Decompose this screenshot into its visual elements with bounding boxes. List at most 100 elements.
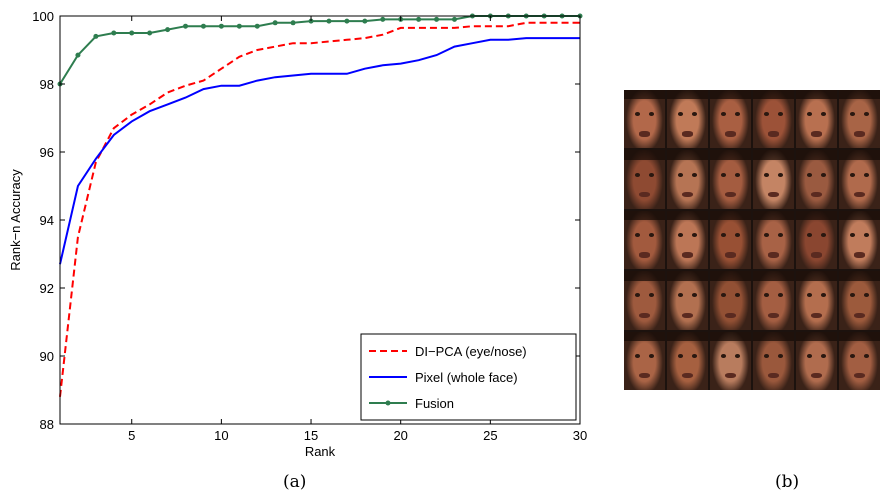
face-eye xyxy=(849,353,856,358)
face-hair xyxy=(710,331,751,341)
face-hair xyxy=(710,90,751,100)
series-point-2 xyxy=(380,16,386,22)
face-eye xyxy=(863,293,870,298)
face-thumbnail xyxy=(710,150,751,209)
series-point-2 xyxy=(111,30,117,36)
face-thumbnail xyxy=(839,331,880,390)
face-thumbnail xyxy=(624,90,665,149)
face-eye xyxy=(648,353,655,358)
face-thumbnail xyxy=(839,210,880,270)
face-eye xyxy=(677,353,684,358)
face-eye xyxy=(763,353,770,358)
face-mouth xyxy=(681,191,694,198)
legend-label-1: Pixel (whole face) xyxy=(415,370,518,385)
caption-a: (a) xyxy=(283,472,307,492)
face-eye xyxy=(691,353,698,358)
face-thumbnail xyxy=(839,90,880,149)
series-point-2 xyxy=(344,18,350,24)
face-thumbnail xyxy=(839,150,880,209)
face-eye xyxy=(849,232,856,238)
face-eye xyxy=(849,293,856,298)
face-eye xyxy=(691,232,698,238)
series-point-2 xyxy=(183,23,189,29)
face-hair xyxy=(839,331,880,341)
series-line-1 xyxy=(59,37,580,265)
face-eye xyxy=(720,112,727,117)
face-hair xyxy=(667,150,708,160)
face-eye xyxy=(634,293,641,298)
face-eye xyxy=(777,232,784,238)
x-tick-label: 25 xyxy=(483,428,497,443)
face-mouth xyxy=(810,191,823,198)
face-thumbnail xyxy=(753,90,794,149)
face-eye xyxy=(720,172,727,177)
face-hair xyxy=(753,90,794,100)
y-tick-label: 92 xyxy=(40,281,54,296)
face-eye xyxy=(720,353,727,358)
series-point-2 xyxy=(451,16,457,22)
face-thumbnail xyxy=(710,90,751,149)
face-eye xyxy=(691,112,698,117)
series-point-2 xyxy=(416,16,422,22)
face-eye xyxy=(820,232,827,238)
x-tick-label: 30 xyxy=(573,428,587,443)
face-mouth xyxy=(638,373,651,379)
face-eye xyxy=(648,172,655,177)
face-thumbnail xyxy=(624,271,665,330)
series-point-2 xyxy=(147,30,153,36)
face-thumbnail xyxy=(796,210,837,270)
face-mouth xyxy=(767,191,780,198)
face-eye xyxy=(777,112,784,117)
series-point-2 xyxy=(272,20,278,26)
series-point-2 xyxy=(75,52,81,58)
face-eye xyxy=(677,112,684,117)
series-point-2 xyxy=(218,23,224,29)
face-thumbnail xyxy=(753,271,794,330)
face-mouth xyxy=(810,131,823,137)
face-thumbnail xyxy=(710,210,751,270)
legend-label-0: DI−PCA (eye/nose) xyxy=(415,344,527,359)
rank-accuracy-chart: 5 10 15 20 25 30 88 90 92 94 96 98 100 Rank Rank−n A… xyxy=(8,9,587,459)
face-mouth xyxy=(810,373,823,379)
face-eye xyxy=(648,293,655,298)
face-hair xyxy=(753,331,794,341)
face-eye xyxy=(763,112,770,117)
face-hair xyxy=(839,150,880,160)
face-thumbnail xyxy=(667,331,708,390)
face-eye xyxy=(863,353,870,358)
series-point-2 xyxy=(200,23,206,29)
face-thumbnail xyxy=(710,331,751,390)
face-thumbnail xyxy=(667,271,708,330)
face-hair xyxy=(624,210,665,221)
face-eye xyxy=(820,112,827,117)
series-point-2 xyxy=(290,20,296,26)
x-tick-label: 10 xyxy=(214,428,228,443)
series-point-2 xyxy=(93,33,99,39)
y-tick-label: 96 xyxy=(40,145,54,160)
face-eye xyxy=(734,353,741,358)
face-eye xyxy=(806,112,813,117)
face-hair xyxy=(624,150,665,160)
face-eye xyxy=(863,232,870,238)
face-mouth xyxy=(681,131,694,137)
face-hair xyxy=(839,210,880,221)
face-thumbnail xyxy=(667,210,708,270)
face-thumbnail xyxy=(753,150,794,209)
series-point-2 xyxy=(326,18,332,24)
face-eye xyxy=(734,293,741,298)
face-eye xyxy=(648,232,655,238)
face-eye xyxy=(763,172,770,177)
face-thumbnail xyxy=(624,210,665,270)
face-eye xyxy=(806,353,813,358)
face-hair xyxy=(624,331,665,341)
y-tick-label: 94 xyxy=(40,213,54,228)
face-mouth xyxy=(724,252,737,258)
face-eye xyxy=(691,172,698,177)
face-mouth xyxy=(767,131,780,137)
face-mouth xyxy=(853,252,866,258)
face-thumbnail xyxy=(624,150,665,209)
face-hair xyxy=(796,271,837,281)
face-mouth xyxy=(638,191,651,198)
face-thumbnail xyxy=(796,150,837,209)
face-eye xyxy=(820,293,827,298)
